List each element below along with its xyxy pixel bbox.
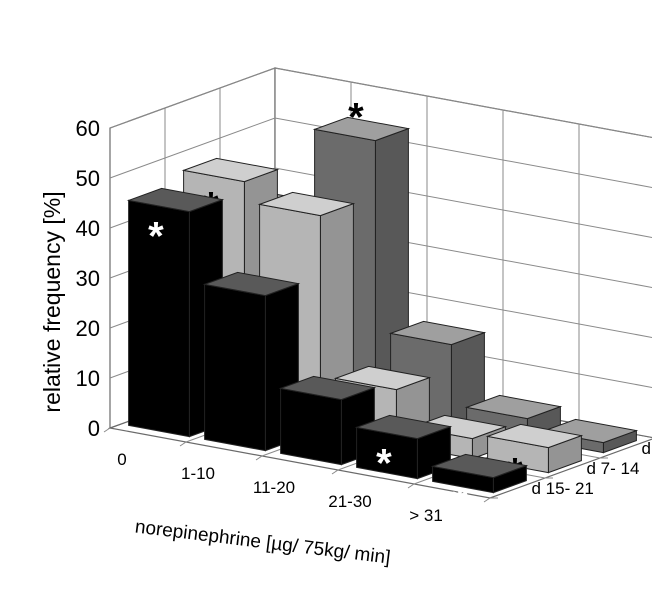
y-tick-label: 30 <box>76 266 100 291</box>
bar-front <box>204 283 266 452</box>
bar-top <box>278 375 377 401</box>
significance-marker: * <box>148 214 164 258</box>
bars-layer: ******* <box>126 95 639 524</box>
bar: * <box>126 187 225 438</box>
significance-marker: * <box>376 441 392 485</box>
bar-top <box>409 414 508 440</box>
x-category-label: 21-30 <box>328 492 371 511</box>
bar-top <box>257 191 356 217</box>
bar: * <box>430 453 529 524</box>
x-tick-mark <box>255 455 263 461</box>
bar-top <box>540 418 639 444</box>
significance-marker: * <box>452 480 468 524</box>
x-tick-mark <box>331 469 339 475</box>
bar-front <box>280 387 342 466</box>
series-label: d 7- 14 <box>587 459 640 478</box>
bar-top <box>181 157 280 183</box>
x-category-label: 0 <box>117 450 126 469</box>
y-tick-label: 50 <box>76 166 100 191</box>
y-tick-label: 60 <box>76 116 100 141</box>
x-tick-mark <box>407 483 415 489</box>
series-label: d 15- 21 <box>532 479 594 498</box>
bar-top <box>354 414 453 440</box>
bar-top <box>312 116 411 142</box>
bar-top <box>333 365 432 391</box>
series-labels: d 0- 6d 7- 14d 15- 21 <box>532 439 652 498</box>
series-label: d 0- 6 <box>642 439 652 458</box>
x-category-labels: 0 1-10 11-20 21-30 > 31 <box>117 450 443 525</box>
bar-top <box>485 423 584 449</box>
bar <box>278 375 377 466</box>
y-tick-labels: 0 10 20 30 40 50 60 <box>76 116 100 441</box>
bar-top <box>388 320 487 346</box>
y-tick-label: 0 <box>88 416 100 441</box>
bar-top <box>126 187 225 213</box>
bar: * <box>354 414 453 485</box>
x-tick-mark <box>483 497 491 503</box>
y-tick-label: 20 <box>76 316 100 341</box>
x-axis-label: norepinephrine [µg/ 75kg/ min] <box>134 516 392 568</box>
bar-top <box>202 271 301 297</box>
x-tick-mark <box>179 441 187 447</box>
y-tick-label: 40 <box>76 216 100 241</box>
x-category-label: > 31 <box>409 506 443 525</box>
x-tick-mark <box>103 427 111 433</box>
bar-top <box>430 453 529 479</box>
y-axis-label: relative frequency [%] <box>39 191 65 412</box>
x-category-label: 11-20 <box>253 478 295 497</box>
bar-top <box>464 394 563 420</box>
y-tick-label: 10 <box>76 366 100 391</box>
x-category-label: 1-10 <box>181 464 215 483</box>
significance-marker: * <box>348 95 364 139</box>
